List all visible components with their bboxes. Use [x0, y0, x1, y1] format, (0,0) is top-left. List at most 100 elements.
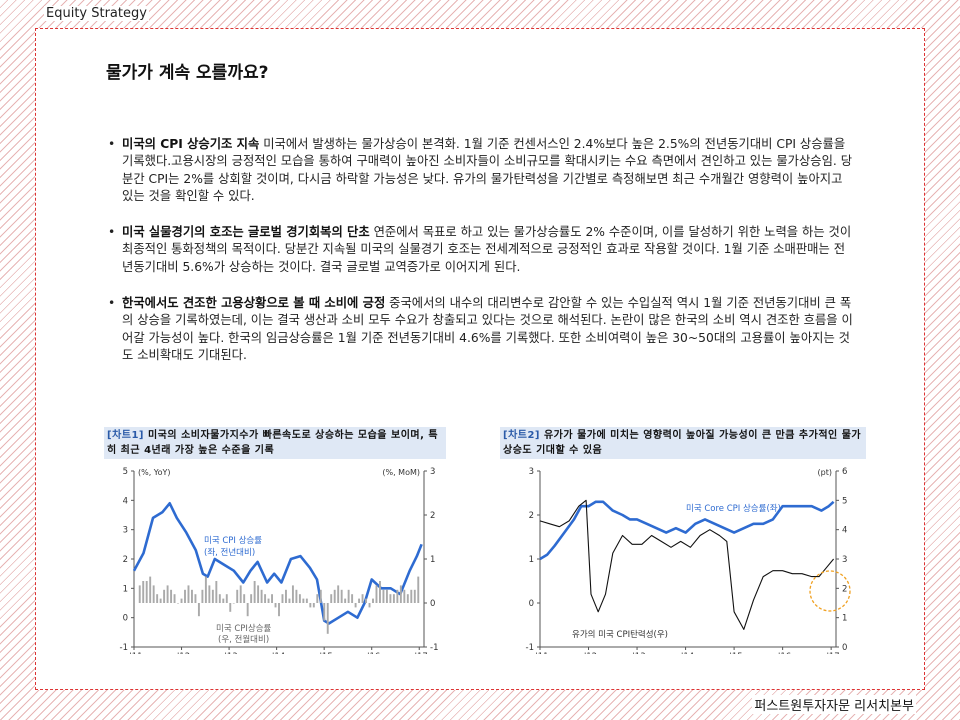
chart-1-bar: [138, 585, 141, 603]
chart-1-x-tick-label: '11: [129, 652, 142, 654]
chart-2-tag: [차트2]: [503, 430, 540, 441]
bullet-text: 연준에서 목표로 하고 있는 물가상승률도 2% 수준이며, 이를 달성하기 위…: [122, 225, 852, 274]
chart-1-bar: [250, 594, 253, 603]
chart-1-right-unit: (%, MoM): [382, 468, 420, 477]
chart-1-left-tick-label: 2: [123, 555, 128, 565]
chart-1-bar: [204, 576, 207, 603]
chart-2-right-tick-label: 2: [842, 584, 847, 594]
chart-1-bar: [347, 589, 350, 603]
chart-1-legend-cpi-yoy-sub: (좌, 전년대비): [204, 547, 255, 558]
chart-1-bar: [264, 594, 267, 603]
chart-1-bar: [156, 594, 159, 603]
chart-1-bar: [309, 603, 312, 608]
chart-1-bar: [319, 589, 322, 603]
chart-1-bar: [368, 603, 371, 608]
chart-1-bar: [163, 589, 166, 603]
chart-1-x-tick-label: '16: [367, 652, 380, 654]
chart-2-series-line-1: [539, 499, 835, 630]
chart-1-bar: [208, 585, 211, 603]
chart-1-left-tick-label: 1: [123, 584, 128, 594]
chart-1-title: [차트1] 미국의 소비자물가지수가 빠른속도로 상승하는 모습을 보이며, 특…: [104, 427, 446, 459]
chart-2-right-tick-label: 5: [842, 496, 847, 506]
chart-1-bar: [399, 585, 402, 603]
chart-1-bar: [312, 603, 315, 608]
chart-1-bar: [361, 594, 364, 603]
chart-1-left-unit: (%, YoY): [138, 468, 171, 477]
chart-1-bar: [232, 603, 235, 604]
chart-1-title-text: 미국의 소비자물가지수가 빠른속도로 상승하는 모습을 보이며, 특히 최근 4…: [107, 430, 439, 456]
chart-1-left-tick-label: 3: [123, 526, 128, 536]
chart-1-bar: [305, 598, 308, 603]
chart-1-right-tick-label: 1: [430, 555, 435, 565]
chart-1-bar: [191, 589, 193, 603]
chart-1-tag: [차트1]: [107, 430, 144, 441]
chart-1-bar: [295, 589, 298, 603]
footer-label: 퍼스트원투자자문 리서치본부: [752, 695, 916, 714]
chart-2-right-tick-label: 1: [842, 614, 847, 624]
bullet-item: • 한국에서도 견조한 고용상황으로 볼 때 소비에 긍정 중국에서의 내수의 …: [108, 295, 853, 364]
chart-1-bar: [201, 589, 204, 603]
chart-1-bar: [218, 594, 221, 603]
chart-2: [차트2] 유가가 물가에 미치는 영향력이 높아질 가능성이 큰 만큼 추가적…: [500, 427, 866, 662]
chart-1-bar: [243, 594, 246, 603]
chart-1-bar: [410, 589, 413, 603]
chart-1-bar: [351, 594, 354, 603]
chart-1-left-tick-label: 0: [123, 614, 128, 624]
chart-1-right-tick-label: -1: [430, 643, 438, 653]
chart-1-bar: [253, 581, 256, 603]
bullet-heading: 미국 실물경기의 호조는 글로벌 경기회복의 단초: [122, 225, 370, 240]
chart-2-left-tick-label: 1: [529, 555, 534, 565]
chart-1-bar: [389, 594, 392, 603]
chart-1-left-tick-label: 5: [123, 467, 128, 477]
bullet-item: • 미국의 CPI 상승기조 지속 미국에서 발생하는 물가상승이 본격화. 1…: [108, 136, 853, 205]
chart-2-x-tick-label: '13: [632, 652, 645, 654]
chart-1-bar: [260, 589, 263, 603]
chart-1-bar: [177, 603, 179, 604]
chart-2-right-unit: (pt): [818, 468, 832, 477]
chart-1-bar: [403, 589, 406, 603]
chart-2-right-tick-label: 6: [842, 467, 847, 477]
chart-1-bar: [236, 589, 239, 603]
chart-2-right-tick-label: 3: [842, 555, 847, 565]
chart-1-bar: [385, 589, 388, 603]
bullet-dot-icon: •: [108, 225, 116, 240]
chart-2-x-tick-label: '16: [778, 652, 791, 654]
bullet-item: • 미국 실물경기의 호조는 글로벌 경기회복의 단초 연준에서 목표로 하고 …: [108, 224, 853, 276]
chart-2-x-tick-label: '11: [535, 652, 548, 654]
chart-1-bar: [173, 594, 176, 603]
chart-1-left-tick-label: -1: [120, 643, 128, 653]
chart-1-bar: [257, 585, 260, 603]
chart-1-legend-cpi-mom: 미국 CPI상승률: [216, 623, 272, 634]
chart-1-bar: [298, 594, 301, 603]
chart-1-bar: [187, 585, 190, 603]
chart-2-title-text: 유가가 물가에 미치는 영향력이 높아질 가능성이 큰 만큼 추가적인 물가상승…: [503, 430, 862, 456]
chart-1-bar: [365, 598, 367, 603]
chart-2-legend-elasticity: 유가의 미국 CPI탄력성(우): [572, 629, 668, 640]
chart-1-bar: [267, 598, 270, 603]
chart-1-bar: [180, 598, 183, 603]
chart-1-bar: [197, 603, 200, 617]
chart-2-right-tick-label: 0: [842, 643, 847, 653]
chart-1-right-tick-label: 0: [430, 599, 435, 609]
chart-1-bar: [149, 576, 152, 603]
chart-1-bar: [358, 598, 361, 603]
chart-1-bar: [323, 603, 326, 621]
chart-1-bar: [316, 594, 319, 603]
bullet-heading: 한국에서도 견조한 고용상황으로 볼 때 소비에 긍정: [122, 296, 386, 311]
chart-1-bar: [379, 581, 381, 603]
bullet-heading: 미국의 CPI 상승기조 지속: [122, 137, 260, 151]
chart-1-x-tick-label: '12: [177, 652, 190, 654]
chart-1-x-tick-label: '15: [320, 652, 333, 654]
chart-1-bar: [142, 581, 145, 603]
chart-1-bar: [246, 603, 249, 617]
chart-1-bar: [222, 598, 225, 603]
bullet-list: • 미국의 CPI 상승기조 지속 미국에서 발생하는 물가상승이 본격화. 1…: [108, 136, 853, 383]
bullet-dot-icon: •: [108, 296, 116, 311]
chart-1-bar: [354, 603, 357, 608]
chart-1-bar: [406, 594, 409, 603]
chart-1-bar: [382, 589, 385, 603]
chart-2-plot: 3 2 1 0 -1 6 5 4 3 2 1 0 '11 '12 '13 '14 '15 '16 '17 (pt) 미국…: [526, 467, 851, 662]
chart-1-bar: [239, 585, 242, 603]
chart-1-bar: [152, 585, 155, 603]
